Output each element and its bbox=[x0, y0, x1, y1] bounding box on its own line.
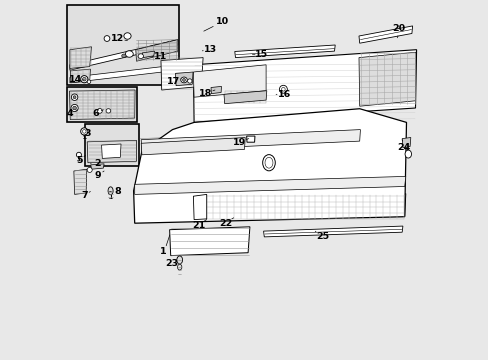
Text: 22: 22 bbox=[219, 219, 232, 228]
Ellipse shape bbox=[279, 85, 287, 93]
Ellipse shape bbox=[281, 87, 285, 91]
Polygon shape bbox=[204, 194, 405, 220]
Ellipse shape bbox=[104, 36, 110, 41]
Polygon shape bbox=[70, 65, 178, 83]
Text: 9: 9 bbox=[94, 171, 101, 180]
Text: 2: 2 bbox=[94, 159, 101, 168]
Ellipse shape bbox=[76, 152, 81, 157]
Polygon shape bbox=[175, 72, 193, 86]
Polygon shape bbox=[169, 227, 249, 256]
Text: 25: 25 bbox=[316, 233, 329, 242]
Text: 8: 8 bbox=[114, 187, 121, 196]
Text: 11: 11 bbox=[154, 52, 167, 61]
Polygon shape bbox=[246, 136, 254, 142]
Text: 19: 19 bbox=[233, 138, 246, 147]
Polygon shape bbox=[136, 40, 178, 61]
Text: 14: 14 bbox=[69, 76, 82, 85]
Ellipse shape bbox=[108, 187, 113, 195]
Polygon shape bbox=[70, 47, 91, 68]
Text: 5: 5 bbox=[76, 156, 82, 165]
Text: 13: 13 bbox=[203, 45, 216, 54]
Ellipse shape bbox=[73, 96, 76, 99]
FancyBboxPatch shape bbox=[67, 5, 179, 85]
Polygon shape bbox=[358, 26, 412, 43]
Text: 18: 18 bbox=[199, 89, 212, 98]
Ellipse shape bbox=[81, 128, 88, 135]
Polygon shape bbox=[69, 90, 135, 120]
Ellipse shape bbox=[87, 80, 91, 84]
Ellipse shape bbox=[177, 264, 182, 270]
Text: 4: 4 bbox=[67, 109, 73, 118]
Text: 23: 23 bbox=[165, 259, 178, 268]
Ellipse shape bbox=[182, 78, 185, 81]
Ellipse shape bbox=[123, 33, 131, 39]
Text: 3: 3 bbox=[84, 129, 91, 138]
Ellipse shape bbox=[71, 94, 78, 100]
Polygon shape bbox=[142, 51, 154, 58]
Text: 24: 24 bbox=[396, 143, 409, 152]
Polygon shape bbox=[91, 164, 104, 169]
Polygon shape bbox=[193, 65, 265, 97]
Polygon shape bbox=[70, 40, 178, 70]
Polygon shape bbox=[70, 69, 90, 83]
Polygon shape bbox=[224, 91, 266, 104]
Ellipse shape bbox=[125, 51, 133, 57]
Ellipse shape bbox=[122, 54, 126, 58]
FancyBboxPatch shape bbox=[85, 124, 139, 166]
Polygon shape bbox=[193, 194, 206, 220]
Text: 6: 6 bbox=[93, 109, 99, 118]
Text: 20: 20 bbox=[392, 24, 405, 33]
Polygon shape bbox=[141, 138, 244, 155]
Ellipse shape bbox=[81, 76, 88, 83]
Ellipse shape bbox=[181, 77, 187, 83]
Polygon shape bbox=[102, 144, 121, 158]
FancyBboxPatch shape bbox=[67, 87, 136, 122]
Text: 21: 21 bbox=[191, 220, 204, 230]
Polygon shape bbox=[358, 52, 415, 106]
Ellipse shape bbox=[82, 77, 86, 81]
Text: 16: 16 bbox=[277, 90, 290, 99]
Polygon shape bbox=[193, 50, 416, 122]
Ellipse shape bbox=[82, 130, 86, 133]
Text: 17: 17 bbox=[166, 77, 180, 86]
Ellipse shape bbox=[262, 155, 275, 171]
Polygon shape bbox=[263, 226, 402, 237]
Text: 12: 12 bbox=[111, 34, 124, 43]
Polygon shape bbox=[234, 45, 335, 58]
Polygon shape bbox=[211, 86, 221, 94]
Ellipse shape bbox=[264, 157, 272, 168]
Ellipse shape bbox=[187, 79, 192, 83]
Polygon shape bbox=[133, 109, 406, 223]
Ellipse shape bbox=[106, 109, 111, 113]
Text: 1: 1 bbox=[160, 248, 166, 256]
Ellipse shape bbox=[73, 106, 76, 110]
Ellipse shape bbox=[138, 54, 143, 59]
Text: 15: 15 bbox=[255, 50, 268, 59]
Ellipse shape bbox=[87, 167, 92, 172]
Polygon shape bbox=[401, 138, 410, 148]
Ellipse shape bbox=[177, 256, 182, 264]
Polygon shape bbox=[87, 140, 136, 163]
Polygon shape bbox=[74, 169, 87, 194]
Polygon shape bbox=[161, 58, 203, 90]
Ellipse shape bbox=[404, 150, 411, 158]
Polygon shape bbox=[134, 176, 405, 194]
Ellipse shape bbox=[71, 104, 78, 112]
Ellipse shape bbox=[97, 109, 102, 113]
Polygon shape bbox=[141, 130, 360, 151]
Text: 7: 7 bbox=[81, 191, 87, 199]
Text: 10: 10 bbox=[216, 17, 229, 26]
